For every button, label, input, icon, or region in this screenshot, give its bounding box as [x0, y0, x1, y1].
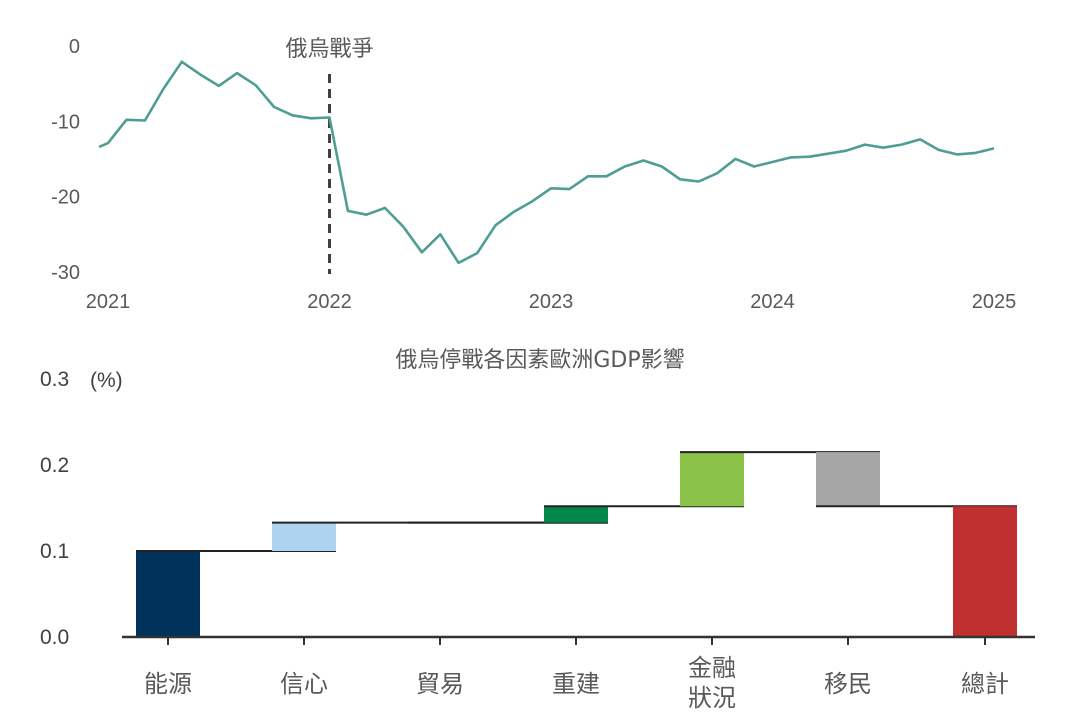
y-unit-label: (%) — [90, 369, 123, 392]
y-tick-label: 0.3 — [40, 368, 69, 391]
bar — [544, 506, 608, 523]
x-tick-label: 移民 — [824, 670, 872, 698]
chart-title: 俄烏停戰各因素歐洲GDP影響 — [395, 348, 684, 373]
y-tick-label: 0 — [69, 36, 80, 58]
annotation-label: 俄烏戰爭 — [285, 37, 373, 62]
y-tick-label: 0.2 — [40, 454, 69, 477]
line-chart: 0 -10 -20 -30 2021 2022 2023 2024 2025 俄烏戰爭 — [51, 36, 1017, 313]
y-tick-label: 0.1 — [40, 540, 69, 563]
x-tick-label: 2023 — [529, 291, 574, 313]
x-tick-label: 金融 — [688, 654, 736, 682]
series-line — [98, 60, 995, 265]
x-tick-label: 2024 — [750, 291, 795, 313]
x-tick-label: 2022 — [307, 291, 352, 313]
x-tick-label: 信心 — [280, 670, 328, 698]
y-tick-label: -30 — [51, 262, 80, 284]
y-tick-label: -20 — [51, 187, 80, 209]
x-tick-label: 2025 — [972, 291, 1017, 313]
x-tick-label: 狀況 — [688, 684, 736, 712]
x-tick-label: 重建 — [552, 670, 600, 698]
y-tick-label: -10 — [51, 111, 80, 133]
x-tick-label: 總計 — [961, 670, 1009, 698]
bar — [953, 506, 1017, 637]
bar — [680, 452, 744, 507]
bar — [272, 522, 336, 551]
x-tick-label: 能源 — [144, 670, 192, 698]
bar — [816, 452, 880, 507]
bar — [136, 551, 200, 637]
x-tick-label: 2021 — [86, 291, 131, 313]
y-tick-label: 0.0 — [40, 626, 69, 649]
x-tick-label: 貿易 — [416, 670, 464, 698]
